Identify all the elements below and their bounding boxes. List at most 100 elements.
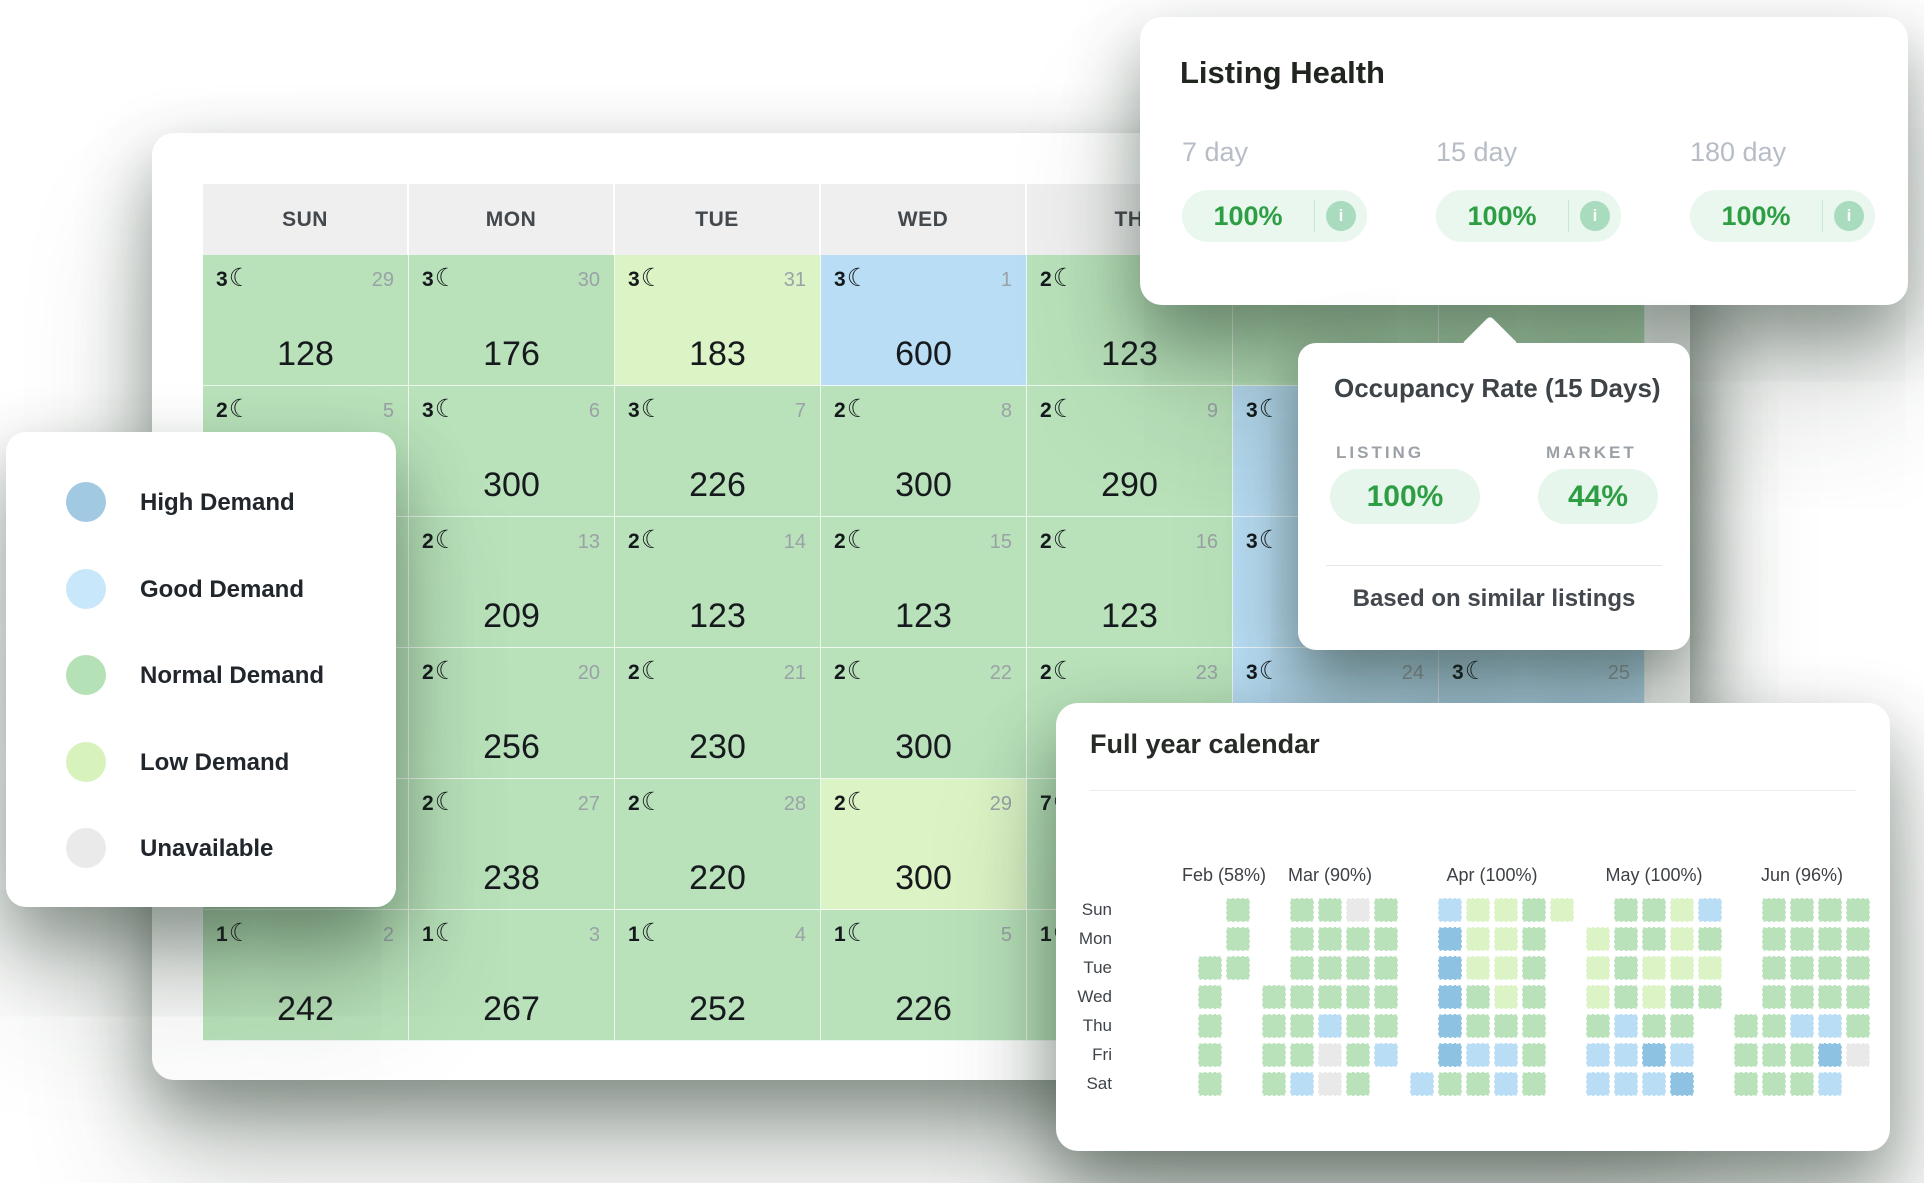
- heatmap-day-cell[interactable]: [1522, 927, 1546, 951]
- heatmap-day-cell[interactable]: [1290, 927, 1314, 951]
- info-icon[interactable]: i: [1326, 201, 1356, 231]
- heatmap-day-cell[interactable]: [1374, 1043, 1398, 1067]
- calendar-day-cell[interactable]: 3☾ 6 300: [409, 386, 615, 517]
- heatmap-day-cell[interactable]: [1670, 1043, 1694, 1067]
- heatmap-day-cell[interactable]: [1494, 1072, 1518, 1096]
- calendar-day-cell[interactable]: 2☾ 20 256: [409, 648, 615, 779]
- heatmap-day-cell[interactable]: [1494, 927, 1518, 951]
- heatmap-day-cell[interactable]: [1642, 1014, 1666, 1038]
- calendar-day-cell[interactable]: 2☾ 14 123: [615, 517, 821, 648]
- heatmap-day-cell[interactable]: [1466, 1014, 1490, 1038]
- heatmap-day-cell[interactable]: [1466, 1072, 1490, 1096]
- heatmap-day-cell[interactable]: [1198, 1043, 1222, 1067]
- heatmap-day-cell[interactable]: [1818, 927, 1842, 951]
- calendar-day-cell[interactable]: 2☾ 13 209: [409, 517, 615, 648]
- calendar-day-cell[interactable]: 1☾ 4 252: [615, 910, 821, 1041]
- heatmap-day-cell[interactable]: [1410, 1072, 1434, 1096]
- heatmap-day-cell[interactable]: [1614, 985, 1638, 1009]
- heatmap-day-cell[interactable]: [1762, 1072, 1786, 1096]
- heatmap-day-cell[interactable]: [1614, 1014, 1638, 1038]
- heatmap-day-cell[interactable]: [1290, 956, 1314, 980]
- heatmap-day-cell[interactable]: [1762, 956, 1786, 980]
- heatmap-day-cell[interactable]: [1734, 1014, 1758, 1038]
- calendar-day-cell[interactable]: 2☾ 22 300: [821, 648, 1027, 779]
- heatmap-day-cell[interactable]: [1262, 1043, 1286, 1067]
- heatmap-day-cell[interactable]: [1670, 927, 1694, 951]
- heatmap-day-cell[interactable]: [1466, 956, 1490, 980]
- heatmap-day-cell[interactable]: [1438, 1043, 1462, 1067]
- heatmap-day-cell[interactable]: [1522, 985, 1546, 1009]
- heatmap-day-cell[interactable]: [1466, 927, 1490, 951]
- heatmap-day-cell[interactable]: [1290, 985, 1314, 1009]
- calendar-day-cell[interactable]: 2☾ 21 230: [615, 648, 821, 779]
- heatmap-day-cell[interactable]: [1346, 1043, 1370, 1067]
- heatmap-day-cell[interactable]: [1226, 956, 1250, 980]
- heatmap-day-cell[interactable]: [1642, 985, 1666, 1009]
- heatmap-day-cell[interactable]: [1374, 1014, 1398, 1038]
- heatmap-day-cell[interactable]: [1290, 1043, 1314, 1067]
- heatmap-day-cell[interactable]: [1818, 898, 1842, 922]
- heatmap-day-cell[interactable]: [1438, 956, 1462, 980]
- heatmap-day-cell[interactable]: [1790, 956, 1814, 980]
- heatmap-day-cell[interactable]: [1670, 956, 1694, 980]
- heatmap-day-cell[interactable]: [1818, 1043, 1842, 1067]
- heatmap-day-cell[interactable]: [1586, 1014, 1610, 1038]
- heatmap-day-cell[interactable]: [1586, 1043, 1610, 1067]
- heatmap-day-cell[interactable]: [1522, 898, 1546, 922]
- heatmap-day-cell[interactable]: [1318, 985, 1342, 1009]
- heatmap-day-cell[interactable]: [1698, 898, 1722, 922]
- heatmap-day-cell[interactable]: [1734, 1043, 1758, 1067]
- heatmap-day-cell[interactable]: [1346, 956, 1370, 980]
- heatmap-day-cell[interactable]: [1346, 898, 1370, 922]
- heatmap-day-cell[interactable]: [1846, 1043, 1870, 1067]
- calendar-day-cell[interactable]: 2☾ 8 300: [821, 386, 1027, 517]
- heatmap-day-cell[interactable]: [1642, 956, 1666, 980]
- heatmap-day-cell[interactable]: [1494, 985, 1518, 1009]
- heatmap-day-cell[interactable]: [1670, 1072, 1694, 1096]
- heatmap-day-cell[interactable]: [1846, 1014, 1870, 1038]
- heatmap-day-cell[interactable]: [1522, 1014, 1546, 1038]
- heatmap-day-cell[interactable]: [1374, 956, 1398, 980]
- heatmap-day-cell[interactable]: [1494, 898, 1518, 922]
- heatmap-day-cell[interactable]: [1642, 1072, 1666, 1096]
- heatmap-day-cell[interactable]: [1614, 927, 1638, 951]
- heatmap-day-cell[interactable]: [1790, 1072, 1814, 1096]
- heatmap-day-cell[interactable]: [1374, 985, 1398, 1009]
- heatmap-day-cell[interactable]: [1438, 898, 1462, 922]
- heatmap-day-cell[interactable]: [1818, 1072, 1842, 1096]
- heatmap-day-cell[interactable]: [1346, 985, 1370, 1009]
- heatmap-day-cell[interactable]: [1438, 985, 1462, 1009]
- calendar-day-cell[interactable]: 2☾ 28 220: [615, 779, 821, 910]
- calendar-day-cell[interactable]: 1☾ 5 226: [821, 910, 1027, 1041]
- heatmap-day-cell[interactable]: [1438, 927, 1462, 951]
- heatmap-day-cell[interactable]: [1522, 956, 1546, 980]
- heatmap-day-cell[interactable]: [1790, 1043, 1814, 1067]
- heatmap-day-cell[interactable]: [1346, 1072, 1370, 1096]
- heatmap-day-cell[interactable]: [1466, 898, 1490, 922]
- heatmap-day-cell[interactable]: [1262, 1014, 1286, 1038]
- heatmap-day-cell[interactable]: [1762, 1043, 1786, 1067]
- heatmap-day-cell[interactable]: [1374, 898, 1398, 922]
- heatmap-day-cell[interactable]: [1790, 1014, 1814, 1038]
- heatmap-day-cell[interactable]: [1790, 927, 1814, 951]
- heatmap-day-cell[interactable]: [1642, 927, 1666, 951]
- heatmap-day-cell[interactable]: [1846, 985, 1870, 1009]
- heatmap-day-cell[interactable]: [1586, 985, 1610, 1009]
- heatmap-day-cell[interactable]: [1762, 985, 1786, 1009]
- heatmap-day-cell[interactable]: [1226, 927, 1250, 951]
- heatmap-day-cell[interactable]: [1466, 1043, 1490, 1067]
- calendar-day-cell[interactable]: 2☾ 27 238: [409, 779, 615, 910]
- heatmap-day-cell[interactable]: [1374, 927, 1398, 951]
- heatmap-day-cell[interactable]: [1734, 1072, 1758, 1096]
- heatmap-day-cell[interactable]: [1262, 1072, 1286, 1096]
- heatmap-day-cell[interactable]: [1670, 1014, 1694, 1038]
- heatmap-day-cell[interactable]: [1290, 898, 1314, 922]
- heatmap-day-cell[interactable]: [1790, 985, 1814, 1009]
- heatmap-day-cell[interactable]: [1614, 956, 1638, 980]
- heatmap-day-cell[interactable]: [1262, 985, 1286, 1009]
- heatmap-day-cell[interactable]: [1290, 1014, 1314, 1038]
- heatmap-day-cell[interactable]: [1466, 985, 1490, 1009]
- calendar-day-cell[interactable]: 3☾ 30 176: [409, 255, 615, 386]
- heatmap-day-cell[interactable]: [1698, 927, 1722, 951]
- calendar-day-cell[interactable]: 3☾ 1 600: [821, 255, 1027, 386]
